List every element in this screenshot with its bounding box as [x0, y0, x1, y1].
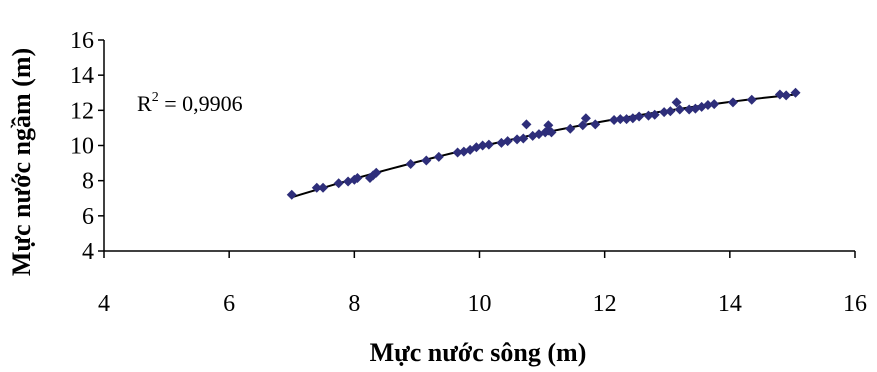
- data-point: [702, 100, 713, 111]
- data-point: [333, 178, 344, 189]
- data-point: [512, 134, 523, 145]
- data-point: [609, 115, 620, 126]
- data-point: [565, 123, 576, 134]
- data-point: [709, 99, 720, 110]
- data-point: [502, 136, 513, 147]
- data-point: [371, 167, 382, 178]
- y-axis-title: Mực nước ngầm (m): [7, 48, 36, 276]
- data-point: [665, 106, 676, 117]
- data-point: [590, 119, 601, 130]
- data-point: [746, 94, 757, 105]
- data-point: [577, 120, 588, 131]
- data-point: [727, 97, 738, 108]
- data-point: [433, 151, 444, 162]
- data-point: [674, 104, 685, 115]
- data-point: [405, 158, 416, 169]
- data-point: [352, 173, 363, 184]
- data-point: [649, 109, 660, 120]
- y-tick-label: 10: [70, 134, 94, 160]
- x-tick-label: 8: [348, 291, 360, 317]
- x-tick-label: 4: [98, 291, 110, 317]
- data-point: [634, 111, 645, 122]
- data-point: [659, 107, 670, 118]
- data-point: [643, 110, 654, 121]
- y-tick-label: 14: [70, 63, 94, 89]
- trendline: [291, 93, 796, 199]
- data-point: [790, 87, 801, 98]
- data-point: [546, 127, 557, 138]
- data-points: [286, 87, 801, 200]
- x-tick-label: 12: [593, 291, 617, 317]
- data-point: [286, 189, 297, 200]
- y-tick-label: 8: [82, 169, 94, 195]
- y-tick-label: 16: [70, 28, 94, 54]
- data-point: [781, 90, 792, 101]
- data-point: [518, 133, 529, 144]
- x-tick-label: 10: [468, 291, 492, 317]
- y-tick-label: 6: [82, 204, 94, 230]
- data-point: [483, 139, 494, 150]
- data-point: [318, 182, 329, 193]
- data-point: [311, 182, 322, 193]
- axes: 4 6 8 10 12 14 16 4 6 8 10 12 14 16: [70, 28, 867, 317]
- data-point: [671, 97, 682, 108]
- data-point: [580, 113, 591, 124]
- x-ticks: 4 6 8 10 12 14 16: [98, 251, 867, 317]
- data-point: [621, 114, 632, 125]
- r-squared-label: R2 = 0,9906: [137, 90, 243, 116]
- data-point: [521, 119, 532, 130]
- data-point: [421, 155, 432, 166]
- data-point: [615, 114, 626, 125]
- r-squared-exponent: 2: [152, 90, 159, 105]
- data-point: [774, 89, 785, 100]
- r-squared-value: = 0,9906: [159, 91, 243, 116]
- data-point: [543, 120, 554, 131]
- r-squared-base: R: [137, 91, 152, 116]
- y-tick-label: 4: [82, 239, 94, 265]
- x-axis-title: Mực nước sông (m): [370, 338, 587, 367]
- x-tick-label: 16: [843, 291, 867, 317]
- y-tick-label: 12: [70, 98, 94, 124]
- data-point: [452, 147, 463, 158]
- data-point: [477, 140, 488, 151]
- y-ticks: 4 6 8 10 12 14 16: [70, 28, 104, 265]
- data-point: [684, 104, 695, 115]
- x-tick-label: 6: [223, 291, 235, 317]
- x-tick-label: 14: [718, 291, 742, 317]
